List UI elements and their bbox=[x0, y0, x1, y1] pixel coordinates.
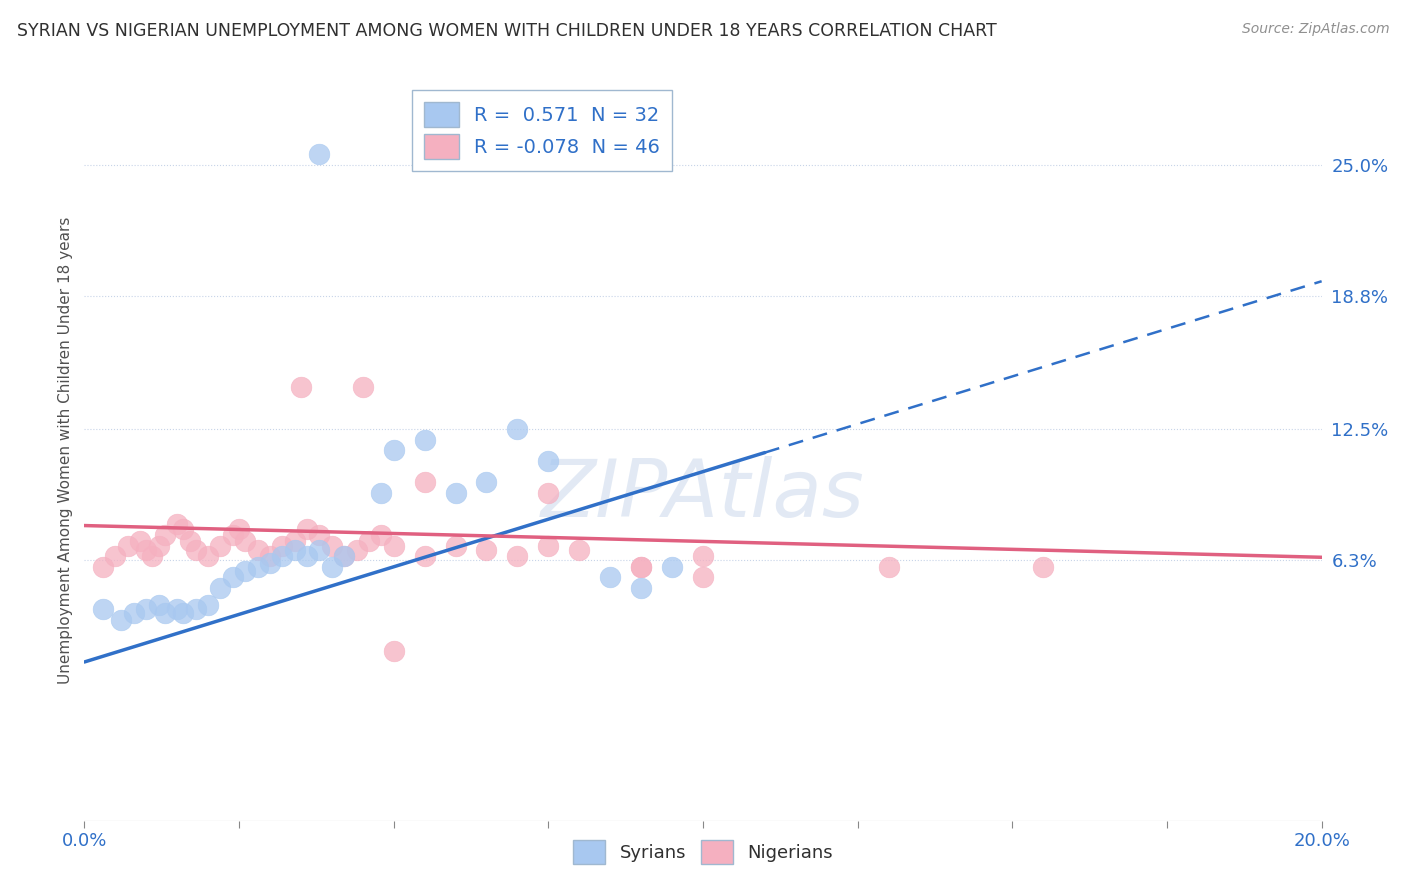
Point bbox=[321, 539, 343, 553]
Point bbox=[630, 559, 652, 574]
Point bbox=[630, 559, 652, 574]
Point bbox=[271, 549, 294, 564]
Point bbox=[413, 475, 436, 490]
Point bbox=[413, 549, 436, 564]
Point bbox=[370, 485, 392, 500]
Point bbox=[284, 534, 307, 549]
Point bbox=[222, 528, 245, 542]
Point bbox=[290, 380, 312, 394]
Point bbox=[295, 522, 318, 536]
Point bbox=[308, 542, 330, 557]
Point bbox=[148, 598, 170, 612]
Point bbox=[333, 549, 356, 564]
Point bbox=[259, 556, 281, 570]
Point bbox=[197, 549, 219, 564]
Point bbox=[153, 528, 176, 542]
Point bbox=[308, 147, 330, 161]
Point bbox=[370, 528, 392, 542]
Point bbox=[122, 607, 145, 621]
Point bbox=[284, 542, 307, 557]
Point bbox=[148, 539, 170, 553]
Point bbox=[877, 559, 900, 574]
Point bbox=[413, 433, 436, 447]
Point bbox=[209, 539, 232, 553]
Point bbox=[184, 602, 207, 616]
Point bbox=[661, 559, 683, 574]
Point bbox=[444, 485, 467, 500]
Point bbox=[135, 602, 157, 616]
Point bbox=[135, 542, 157, 557]
Point bbox=[295, 549, 318, 564]
Point bbox=[209, 581, 232, 595]
Point bbox=[117, 539, 139, 553]
Point bbox=[321, 559, 343, 574]
Point bbox=[568, 542, 591, 557]
Point bbox=[172, 607, 194, 621]
Point bbox=[692, 570, 714, 584]
Text: ZIPAtlas: ZIPAtlas bbox=[541, 456, 865, 534]
Point bbox=[382, 443, 405, 458]
Text: SYRIAN VS NIGERIAN UNEMPLOYMENT AMONG WOMEN WITH CHILDREN UNDER 18 YEARS CORRELA: SYRIAN VS NIGERIAN UNEMPLOYMENT AMONG WO… bbox=[17, 22, 997, 40]
Point bbox=[382, 539, 405, 553]
Legend: Syrians, Nigerians: Syrians, Nigerians bbox=[565, 833, 841, 871]
Point bbox=[333, 549, 356, 564]
Point bbox=[184, 542, 207, 557]
Point bbox=[1032, 559, 1054, 574]
Point bbox=[308, 528, 330, 542]
Point bbox=[506, 549, 529, 564]
Point bbox=[141, 549, 163, 564]
Point bbox=[197, 598, 219, 612]
Point bbox=[271, 539, 294, 553]
Point bbox=[222, 570, 245, 584]
Point bbox=[233, 534, 256, 549]
Point bbox=[179, 534, 201, 549]
Point bbox=[352, 380, 374, 394]
Point bbox=[228, 522, 250, 536]
Point bbox=[537, 454, 560, 468]
Point bbox=[233, 564, 256, 578]
Point bbox=[172, 522, 194, 536]
Text: Source: ZipAtlas.com: Source: ZipAtlas.com bbox=[1241, 22, 1389, 37]
Point bbox=[346, 542, 368, 557]
Point bbox=[246, 542, 269, 557]
Point bbox=[166, 602, 188, 616]
Point bbox=[153, 607, 176, 621]
Point bbox=[537, 539, 560, 553]
Point bbox=[630, 581, 652, 595]
Point bbox=[129, 534, 152, 549]
Y-axis label: Unemployment Among Women with Children Under 18 years: Unemployment Among Women with Children U… bbox=[58, 217, 73, 684]
Point bbox=[506, 422, 529, 436]
Point bbox=[692, 549, 714, 564]
Point bbox=[444, 539, 467, 553]
Point bbox=[475, 475, 498, 490]
Point bbox=[246, 559, 269, 574]
Point bbox=[537, 485, 560, 500]
Point bbox=[599, 570, 621, 584]
Point bbox=[104, 549, 127, 564]
Point bbox=[259, 549, 281, 564]
Point bbox=[475, 542, 498, 557]
Point bbox=[91, 602, 114, 616]
Point bbox=[91, 559, 114, 574]
Point bbox=[166, 517, 188, 532]
Point bbox=[357, 534, 380, 549]
Point bbox=[382, 644, 405, 658]
Point bbox=[110, 613, 132, 627]
